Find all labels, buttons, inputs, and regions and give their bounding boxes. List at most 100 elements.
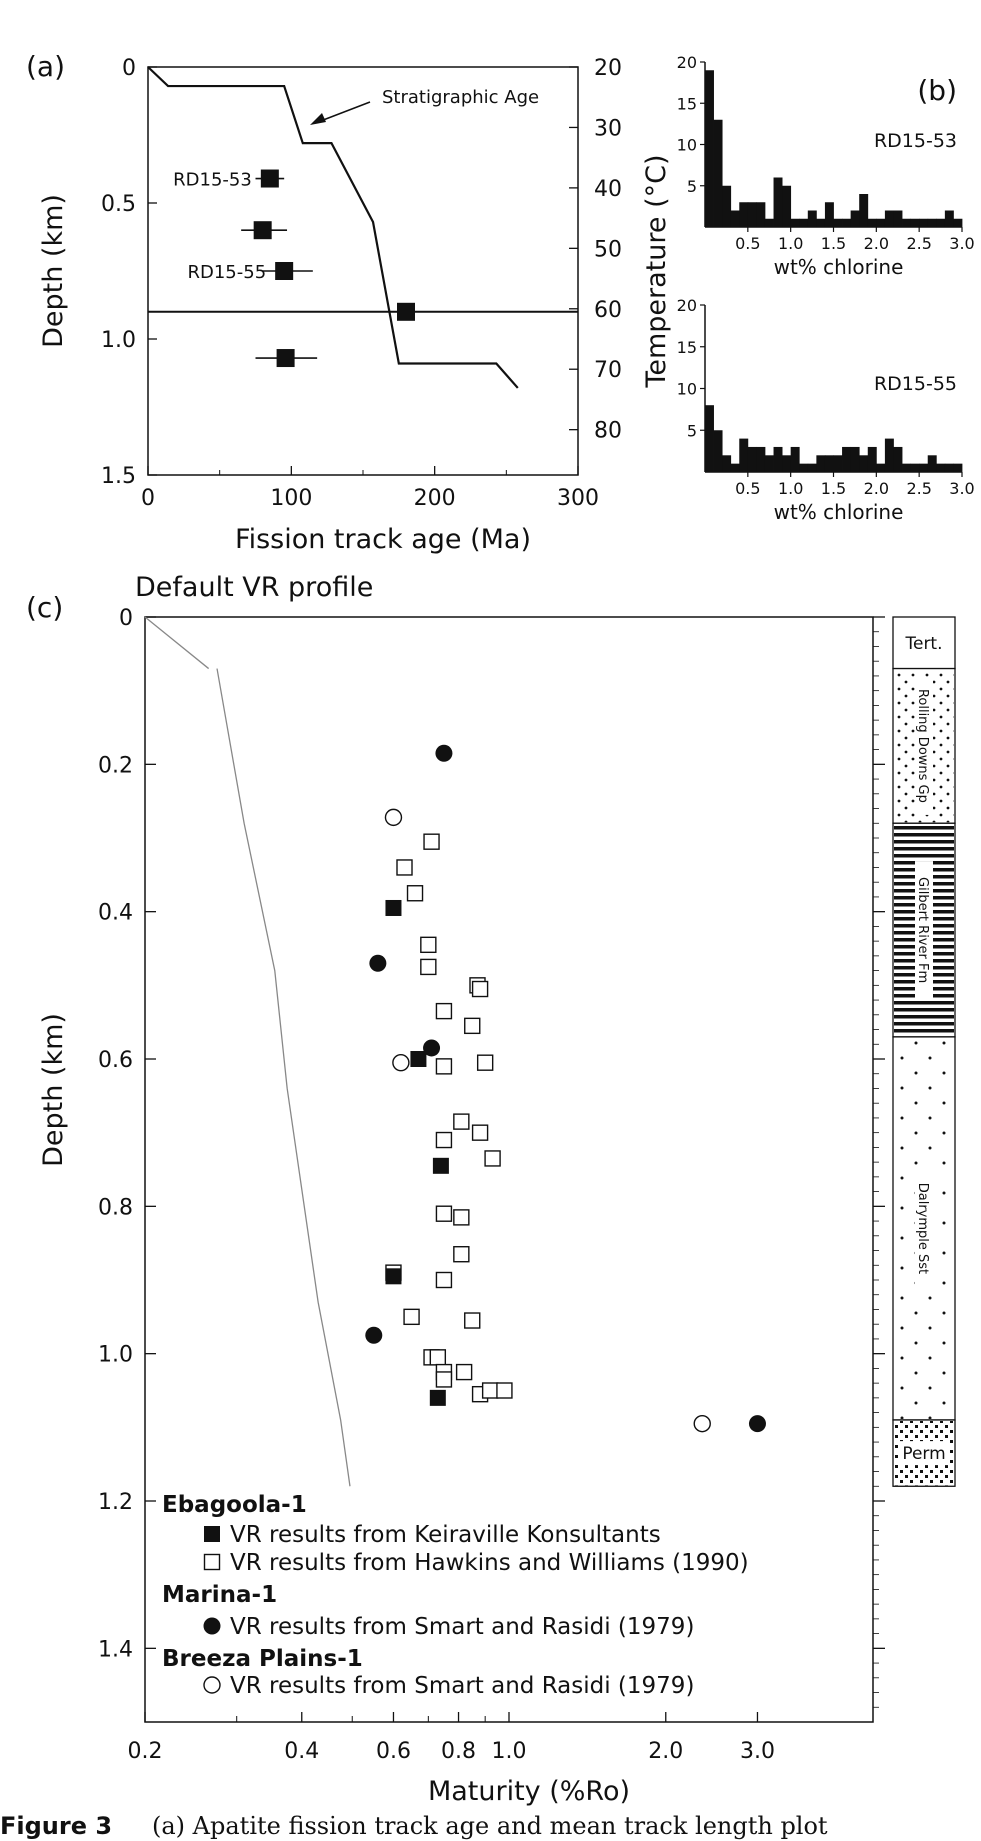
y2-tick-label: 20 bbox=[594, 56, 622, 81]
stratigraphic-age-annotation: Stratigraphic Age bbox=[382, 87, 539, 108]
hist-bar bbox=[919, 463, 929, 472]
hist-x-tick-label: 2.5 bbox=[906, 479, 931, 498]
vr-data-point bbox=[464, 1017, 481, 1035]
hist-bar bbox=[739, 438, 749, 472]
x-tick-label: 1.0 bbox=[492, 1739, 527, 1764]
x-tick-label: 0 bbox=[141, 486, 155, 511]
fission-track-sample-point bbox=[260, 169, 279, 188]
y-tick-label: 0.5 bbox=[101, 192, 136, 217]
legend-marker bbox=[203, 1617, 221, 1635]
vr-data-point bbox=[471, 1124, 489, 1141]
hist-x-tick-label: 1.0 bbox=[778, 234, 803, 253]
strat-unit-label: Gilbert River Fm bbox=[915, 877, 930, 983]
strat-label-bg bbox=[915, 861, 933, 1000]
hist-bar bbox=[747, 202, 757, 227]
vr-data-point bbox=[481, 1382, 499, 1399]
legend-marker bbox=[204, 1526, 220, 1542]
panel-b-histogram-rd15-53: 5 10 15 20 0.5 1.0 1.5 2.0 2.5 3.0 wt% chlorine RD1… bbox=[677, 53, 975, 279]
y-tick-label: 0 bbox=[119, 606, 133, 631]
x-tick-label: 3.0 bbox=[740, 1739, 775, 1764]
vr-data-point bbox=[423, 833, 440, 850]
hist-bar bbox=[910, 218, 920, 227]
hist-bar bbox=[713, 119, 723, 227]
hist-bar bbox=[799, 463, 809, 472]
y-tick-label: 0 bbox=[122, 56, 136, 81]
vr-data-point bbox=[435, 1371, 453, 1388]
hist-x-axis-title: wt% chlorine bbox=[774, 500, 904, 524]
hist-bar bbox=[705, 70, 714, 227]
panel-c-title: Default VR profile bbox=[135, 572, 373, 603]
figure-caption: Figure 3 (a) Apatite fission track age a… bbox=[0, 1812, 828, 1840]
legend-entry: VR results from Keiraville Konsultants bbox=[230, 1522, 661, 1548]
legend-marker bbox=[203, 1553, 221, 1571]
hist-bar bbox=[842, 218, 852, 227]
hist-sample-title: RD15-53 bbox=[874, 130, 957, 152]
vr-data-point bbox=[406, 885, 424, 902]
panel-b-histogram-rd15-55: 5 10 15 20 0.5 1.0 1.5 2.0 2.5 3.0 wt% chlorine RD1… bbox=[677, 296, 975, 524]
hist-bar bbox=[790, 218, 800, 227]
legend-group-heading: Marina-1 bbox=[162, 1582, 277, 1608]
vr-data-point bbox=[435, 1058, 453, 1075]
default-vr-profile-line bbox=[144, 616, 210, 670]
hist-bar bbox=[927, 218, 937, 227]
hist-bar bbox=[876, 463, 886, 472]
vr-data-point bbox=[385, 1268, 402, 1285]
hist-bar bbox=[730, 463, 740, 472]
hist-bar bbox=[739, 202, 749, 227]
hist-x-axis-title: wt% chlorine bbox=[774, 255, 904, 279]
stratigraphic-age-line bbox=[147, 66, 519, 389]
strat-unit-label: Rolling Downs Gp bbox=[915, 689, 930, 803]
legend-marker bbox=[203, 1676, 221, 1694]
hist-bar bbox=[884, 438, 894, 472]
hist-y-tick-label: 15 bbox=[677, 94, 697, 113]
caption-text: (a) Apatite fission track age and mean t… bbox=[152, 1812, 828, 1840]
vr-data-point bbox=[455, 1363, 473, 1381]
hist-y-tick-label: 15 bbox=[677, 338, 697, 357]
vr-data-point bbox=[435, 1002, 453, 1020]
default-vr-profile-line bbox=[216, 668, 351, 1487]
hist-y-tick-label: 5 bbox=[687, 177, 697, 196]
hist-bar bbox=[944, 210, 954, 227]
fission-track-sample-point bbox=[276, 349, 295, 368]
hist-bar bbox=[833, 455, 843, 472]
legend-entry: VR results from Hawkins and Williams (19… bbox=[230, 1550, 749, 1576]
y-tick-label: 1.0 bbox=[101, 328, 136, 353]
panel-a-fission-track-plot: (a) 0 100 200 300 0 0.5 1.0 1.5 20 30 40 50 60 70 80 Fis… bbox=[26, 50, 672, 555]
vr-data-point bbox=[435, 1205, 453, 1222]
y-tick-label: 1.0 bbox=[98, 1343, 133, 1368]
fission-track-sample-point bbox=[275, 262, 294, 280]
y-tick-label: 0.4 bbox=[98, 901, 133, 926]
vr-data-point bbox=[410, 1051, 427, 1067]
hist-bar bbox=[764, 455, 774, 472]
hist-bar bbox=[799, 218, 809, 227]
strat-unit-label: Dalrymple Sst bbox=[915, 1183, 930, 1274]
hist-bar bbox=[893, 210, 903, 227]
hist-bar bbox=[927, 455, 937, 472]
hist-x-tick-label: 1.5 bbox=[821, 479, 846, 498]
hist-x-tick-label: 1.5 bbox=[821, 234, 846, 253]
hist-y-tick-label: 20 bbox=[677, 296, 697, 315]
hist-y-tick-label: 10 bbox=[677, 380, 697, 399]
hist-bar bbox=[850, 446, 860, 472]
hist-x-tick-label: 0.5 bbox=[735, 234, 760, 253]
vr-data-point bbox=[365, 1326, 383, 1344]
x-tick-label: 0.6 bbox=[376, 1739, 411, 1764]
vr-data-point bbox=[369, 954, 387, 972]
vr-data-point bbox=[496, 1382, 513, 1399]
hist-y-tick-label: 10 bbox=[677, 136, 697, 155]
strat-label-bg bbox=[915, 676, 933, 815]
vr-data-point bbox=[423, 1039, 441, 1057]
vr-data-point bbox=[385, 899, 402, 916]
panel-a-y-axis-title: Depth (km) bbox=[38, 194, 69, 348]
vr-data-point bbox=[392, 1053, 410, 1072]
hist-bar bbox=[713, 430, 723, 472]
hist-x-tick-label: 3.0 bbox=[949, 479, 974, 498]
x-tick-label: 200 bbox=[414, 486, 456, 511]
y-tick-label: 1.5 bbox=[101, 464, 136, 489]
hist-bar bbox=[936, 218, 946, 227]
strat-label-bg bbox=[898, 1441, 950, 1466]
hist-bar bbox=[884, 210, 894, 227]
x-tick-label: 0.2 bbox=[128, 1739, 163, 1764]
vr-data-point bbox=[453, 1113, 470, 1130]
hist-y-tick-label: 20 bbox=[677, 53, 697, 72]
